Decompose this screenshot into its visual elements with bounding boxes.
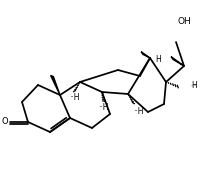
Polygon shape: [51, 75, 60, 95]
Polygon shape: [171, 57, 184, 66]
Polygon shape: [141, 52, 150, 58]
Text: OH: OH: [177, 18, 191, 27]
Text: ··H: ··H: [133, 107, 143, 116]
Text: O: O: [1, 117, 8, 127]
Text: ··H: ··H: [69, 93, 79, 103]
Text: H: H: [155, 55, 161, 65]
Text: H: H: [191, 80, 197, 90]
Text: ···: ···: [190, 83, 196, 88]
Text: ··H: ··H: [98, 103, 108, 113]
